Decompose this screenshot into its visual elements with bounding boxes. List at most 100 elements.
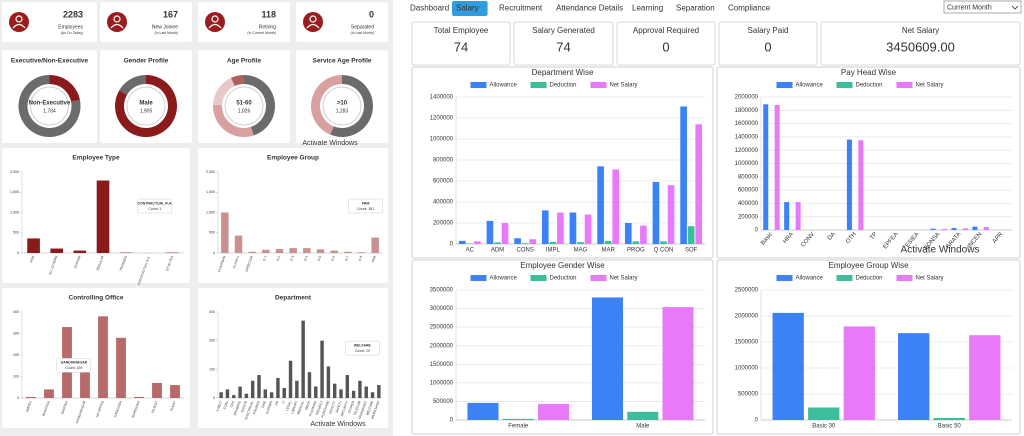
y-tick-label: 1,500: [206, 190, 215, 194]
nav-tab[interactable]: Salary: [456, 4, 479, 13]
period-select-value[interactable]: Current Month: [947, 4, 992, 11]
kpi-value: 118: [261, 9, 276, 19]
bar: [486, 220, 494, 244]
bar: [320, 340, 324, 398]
legend-swatch: [896, 275, 913, 281]
kpi-icon-head: [211, 15, 219, 23]
donut-title: Gender Profile: [124, 58, 169, 65]
bar: [98, 316, 108, 398]
x-tick-label: SECURITY: [340, 399, 350, 416]
x-tick-label: ALL OTHERS: [48, 255, 59, 275]
bar: [282, 387, 286, 398]
kpi-value: 0: [764, 39, 771, 54]
bar: [295, 380, 299, 398]
bar: [50, 248, 64, 253]
donut-center-value: 1,905: [140, 108, 153, 114]
bar: [26, 396, 36, 398]
bar: [351, 390, 356, 398]
x-tick-label: MEDICAL: [296, 400, 305, 415]
chart-title: Department Wise: [532, 68, 594, 77]
nav-tab[interactable]: Dashboard: [410, 4, 449, 13]
bar: [521, 243, 529, 244]
y-tick-label: 1000000: [735, 161, 759, 167]
bar: [316, 249, 325, 253]
x-tick-label: E-6: [330, 255, 336, 261]
tooltip-text: Count: 20: [355, 349, 370, 353]
donut-center-value: 1,283: [336, 108, 349, 114]
kpi-icon-body: [110, 23, 124, 29]
x-tick-label: LEGAL: [285, 400, 292, 411]
bar: [597, 166, 604, 244]
x-tick-label: MECH: [304, 400, 311, 411]
legend-swatch: [776, 82, 793, 88]
legend-swatch: [896, 82, 913, 88]
y-tick-label: 800000: [738, 174, 759, 180]
donut-center-label: Non-Executive: [29, 101, 71, 107]
tooltip-title: CONTRACTUAL R.A.: [137, 201, 172, 205]
kpi-box: [513, 21, 614, 66]
y-tick-label: 2,000: [206, 170, 215, 174]
chart-title: Pay Head Wise: [841, 68, 897, 77]
kpi-icon-body: [12, 23, 26, 29]
donut-center-label: Male: [139, 101, 153, 107]
nav-tab[interactable]: Attendance Details: [556, 4, 623, 13]
legend-label: Allowance: [796, 276, 824, 282]
y-tick-label: 3000000: [430, 306, 454, 312]
period-select[interactable]: [943, 0, 1022, 14]
bar: [541, 210, 549, 244]
donut-segment: [244, 75, 276, 136]
y-tick-label: 2000000: [735, 314, 759, 320]
donut-center-label: >10: [337, 101, 348, 107]
bar: [680, 106, 687, 244]
bar: [930, 228, 936, 230]
x-tick-label: HO OFFICE: [95, 400, 105, 418]
bar: [640, 225, 647, 244]
tooltip: [348, 198, 383, 214]
x-tick-label: STUD.TEA: [165, 254, 174, 271]
chart-card: [411, 259, 714, 435]
bar: [660, 241, 667, 244]
nav-tab[interactable]: Compliance: [728, 4, 771, 13]
bar: [695, 124, 703, 244]
period-select-arrow: [1011, 5, 1019, 10]
bar: [795, 202, 801, 230]
donut-segment: [231, 75, 244, 87]
bar: [250, 380, 255, 398]
tooltip: [137, 198, 173, 214]
y-tick-label: 1600000: [735, 121, 759, 127]
y-tick-label: 200: [209, 339, 215, 343]
bar: [303, 248, 311, 253]
nav-tab[interactable]: Learning: [632, 4, 663, 13]
x-tick-label: E-4: [303, 255, 309, 261]
x-tick-label: PROJECT: [315, 400, 324, 415]
chart-title: Department: [275, 295, 312, 302]
kpi-box: [616, 21, 716, 66]
donut-segment: [310, 75, 342, 135]
bar: [502, 418, 534, 420]
y-tick-label: 200000: [738, 214, 759, 220]
nav-tab-active: [452, 1, 488, 16]
kpi-value: 74: [556, 39, 570, 54]
x-tick-label: TP: [869, 231, 879, 241]
legend-swatch: [530, 275, 547, 281]
legend-swatch: [776, 275, 793, 281]
bar: [332, 383, 337, 398]
x-tick-label: ELECTRICAL: [244, 400, 255, 420]
nav-tab[interactable]: Separation: [676, 4, 715, 13]
y-tick-label: 2500000: [735, 288, 759, 294]
y-tick-label: 400: [13, 310, 19, 314]
bar: [326, 366, 331, 398]
donut-segment: [330, 75, 373, 137]
kpi-value: 74: [454, 39, 468, 54]
x-tick-label: FRM: [371, 255, 377, 263]
x-tick-label: Male: [636, 424, 650, 430]
donut-segment: [119, 75, 146, 95]
x-tick-label: GARDEN: [265, 400, 274, 415]
donut-center-label: 51-60: [236, 101, 252, 107]
y-tick-label: 3500000: [430, 288, 454, 294]
x-tick-label: SAFETY: [335, 399, 343, 413]
y-tick-label: 0: [755, 418, 759, 424]
donut-inner-ring: [224, 86, 264, 126]
nav-tab[interactable]: Recruitment: [499, 4, 543, 13]
x-tick-label: MAHESANA: [131, 399, 141, 418]
